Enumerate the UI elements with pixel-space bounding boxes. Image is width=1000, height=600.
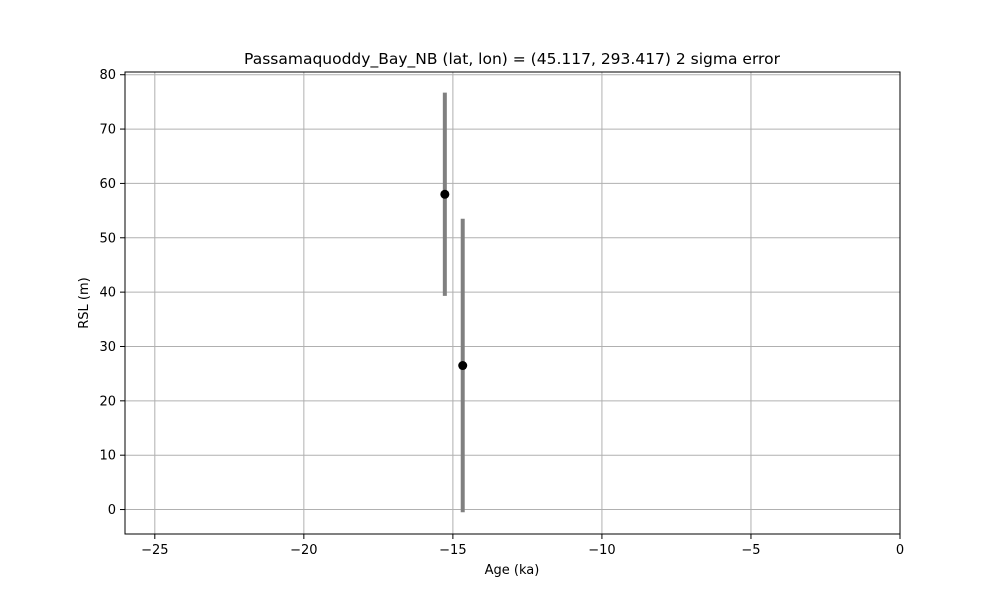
x-axis-label: Age (ka): [485, 563, 540, 578]
axis-ticks: −25 −20 −15 −10 −5 0 0 10 20 30 40 50 60 70 80: [99, 68, 904, 558]
x-tick-label: −20: [290, 543, 317, 558]
y-tick-label: 40: [99, 286, 116, 301]
data-points: [440, 189, 468, 371]
x-tick-label: −5: [741, 543, 760, 558]
data-point: [440, 189, 450, 199]
grid: [125, 72, 901, 534]
plot-frame: [124, 71, 901, 535]
x-tick-label: −15: [439, 543, 466, 558]
x-tick-label: −25: [141, 543, 168, 558]
y-tick-label: 30: [99, 340, 116, 355]
x-tick-label: −10: [588, 543, 615, 558]
y-tick-label: 70: [99, 123, 116, 138]
x-tick-label: 0: [896, 543, 904, 558]
y-tick-label: 50: [99, 231, 116, 246]
y-tick-label: 10: [99, 449, 116, 464]
y-axis-label: RSL (m): [77, 277, 92, 328]
chart-title: Passamaquoddy_Bay_NB (lat, lon) = (45.11…: [244, 50, 781, 69]
data-point: [458, 361, 468, 371]
y-tick-label: 80: [99, 68, 116, 83]
y-tick-label: 60: [99, 177, 116, 192]
y-tick-label: 0: [108, 503, 116, 518]
error-bars: [442, 92, 465, 513]
y-tick-label: 20: [99, 394, 116, 409]
